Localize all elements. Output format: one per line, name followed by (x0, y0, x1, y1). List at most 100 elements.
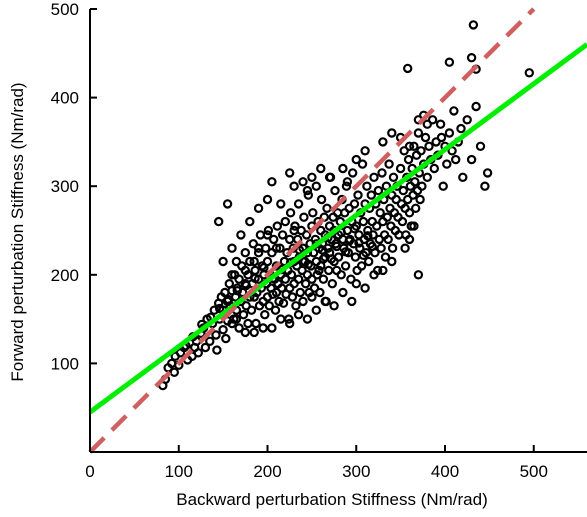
identity-line (90, 9, 534, 452)
data-point (362, 285, 369, 292)
data-point (255, 205, 262, 212)
data-point (464, 116, 471, 123)
data-point (220, 326, 227, 333)
data-point (280, 300, 287, 307)
data-point (339, 165, 346, 172)
data-point (353, 280, 360, 287)
data-point (379, 267, 386, 274)
data-point (323, 205, 330, 212)
data-point (291, 183, 298, 190)
data-point (399, 218, 406, 225)
data-point (481, 183, 488, 190)
data-point (206, 338, 213, 345)
data-point (406, 236, 413, 243)
data-point (470, 21, 477, 28)
data-point (418, 183, 425, 190)
data-point (388, 129, 395, 136)
data-point (437, 121, 444, 128)
data-point (431, 165, 438, 172)
data-point (452, 156, 459, 163)
data-point (308, 174, 315, 181)
data-point (322, 298, 329, 305)
data-point (415, 271, 422, 278)
data-point (477, 143, 484, 150)
data-point (286, 236, 293, 243)
data-point (338, 271, 345, 278)
data-point (370, 174, 377, 181)
data-point (300, 214, 307, 221)
data-point (473, 103, 480, 110)
data-point (260, 324, 267, 331)
data-point (299, 298, 306, 305)
data-point (424, 121, 431, 128)
data-point (405, 156, 412, 163)
data-point (377, 209, 384, 216)
data-point (222, 335, 229, 342)
x-axis-title: Backward perturbation Stiffness (Nm/rad) (176, 490, 487, 509)
x-ticks: 0 100 200 300 400 500 (85, 445, 548, 481)
data-point (325, 267, 332, 274)
data-point (468, 156, 475, 163)
data-point (289, 293, 296, 300)
data-point (339, 289, 346, 296)
data-point (400, 187, 407, 194)
y-tick-label: 100 (51, 354, 79, 373)
data-point (412, 205, 419, 212)
data-point (272, 307, 279, 314)
data-point (446, 59, 453, 66)
data-point (415, 129, 422, 136)
data-point (295, 276, 302, 283)
data-point (215, 218, 222, 225)
data-point (228, 245, 235, 252)
data-point (351, 200, 358, 207)
x-tick-label: 0 (85, 462, 94, 481)
regression-line (90, 44, 587, 412)
data-point (331, 302, 338, 309)
data-point (299, 178, 306, 185)
data-point (378, 245, 385, 252)
y-tick-label: 400 (51, 89, 79, 108)
data-point (389, 245, 396, 252)
data-point (308, 293, 315, 300)
data-point (304, 316, 311, 323)
data-point (342, 262, 349, 269)
y-axis-title: Forward perturbation Stiffness (Nm/rad) (8, 82, 27, 381)
data-point (346, 238, 353, 245)
data-point (468, 54, 475, 61)
data-point (446, 129, 453, 136)
data-point (526, 69, 533, 76)
data-point (286, 169, 293, 176)
data-point (417, 196, 424, 203)
data-point (252, 320, 259, 327)
data-point (375, 187, 382, 194)
data-point (318, 196, 325, 203)
data-point (251, 329, 258, 336)
data-point (171, 369, 178, 376)
data-point (360, 218, 367, 225)
data-point (386, 161, 393, 168)
data-point (212, 331, 219, 338)
data-point (243, 282, 250, 289)
data-point (242, 267, 249, 274)
data-point (425, 143, 432, 150)
data-point (277, 200, 284, 207)
data-point (274, 223, 281, 230)
y-tick-label: 200 (51, 266, 79, 285)
data-point (240, 311, 247, 318)
data-point (168, 360, 175, 367)
fit-lines (90, 9, 587, 452)
data-point (246, 218, 253, 225)
x-tick-label: 300 (342, 462, 370, 481)
data-point (385, 236, 392, 243)
x-tick-label: 100 (165, 462, 193, 481)
data-point (326, 174, 333, 181)
data-point (378, 169, 385, 176)
data-point (352, 254, 359, 261)
data-point (443, 161, 450, 168)
data-point (292, 302, 299, 309)
data-point (295, 200, 302, 207)
data-point (362, 147, 369, 154)
data-point (459, 174, 466, 181)
x-tick-label: 200 (253, 462, 281, 481)
